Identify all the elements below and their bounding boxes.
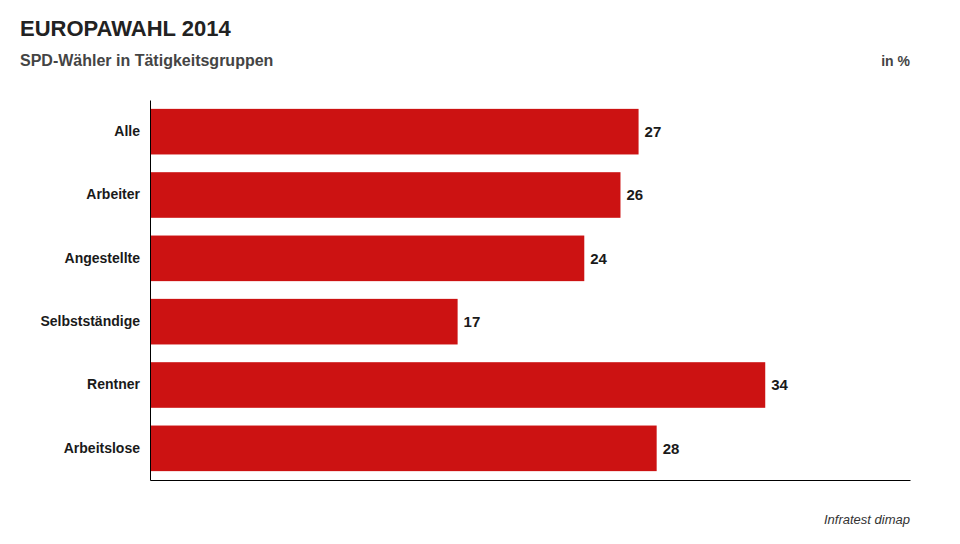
data-label: 28 xyxy=(663,440,680,457)
data-label: 26 xyxy=(626,186,643,203)
y-tick-label: Arbeitslose xyxy=(64,440,140,456)
data-label: 27 xyxy=(645,123,662,140)
data-labels: 27 26 24 17 34 28 xyxy=(464,123,789,457)
title: EUROPAWAHL 2014 xyxy=(20,16,231,41)
bar xyxy=(150,362,765,408)
y-tick-label: Arbeiter xyxy=(86,186,140,202)
y-tick-label: Alle xyxy=(114,123,140,139)
data-label: 34 xyxy=(771,376,788,393)
bar xyxy=(150,172,620,218)
chart: EUROPAWAHL 2014 SPD-Wähler in Tätigkeitsg… xyxy=(0,0,960,544)
unit-label: in % xyxy=(881,53,910,69)
y-tick-label: Selbstständige xyxy=(40,313,140,329)
x-axis-line xyxy=(151,480,911,481)
bar xyxy=(150,109,639,155)
plot: Alle Arbeiter Angestellte Selbstständige Ren… xyxy=(40,101,910,481)
subtitle: SPD-Wähler in Tätigkeitsgruppen xyxy=(20,52,273,69)
bar xyxy=(150,236,584,282)
y-axis: Alle Arbeiter Angestellte Selbstständige Ren… xyxy=(40,101,150,481)
source: Infratest dimap xyxy=(824,512,910,527)
y-tick-label: Angestellte xyxy=(65,250,141,266)
data-label: 24 xyxy=(590,250,607,267)
y-axis-line xyxy=(150,101,151,481)
y-tick: Arbeitslose xyxy=(64,440,140,456)
bar xyxy=(150,299,458,345)
y-tick: Rentner xyxy=(87,376,140,392)
y-tick: Alle xyxy=(114,123,140,139)
bar xyxy=(150,426,657,472)
y-tick: Selbstständige xyxy=(40,313,140,329)
y-tick: Angestellte xyxy=(65,250,141,266)
y-tick: Arbeiter xyxy=(86,186,140,202)
bars xyxy=(150,109,765,471)
y-tick-label: Rentner xyxy=(87,376,140,392)
x-axis xyxy=(151,480,911,481)
data-label: 17 xyxy=(464,313,481,330)
